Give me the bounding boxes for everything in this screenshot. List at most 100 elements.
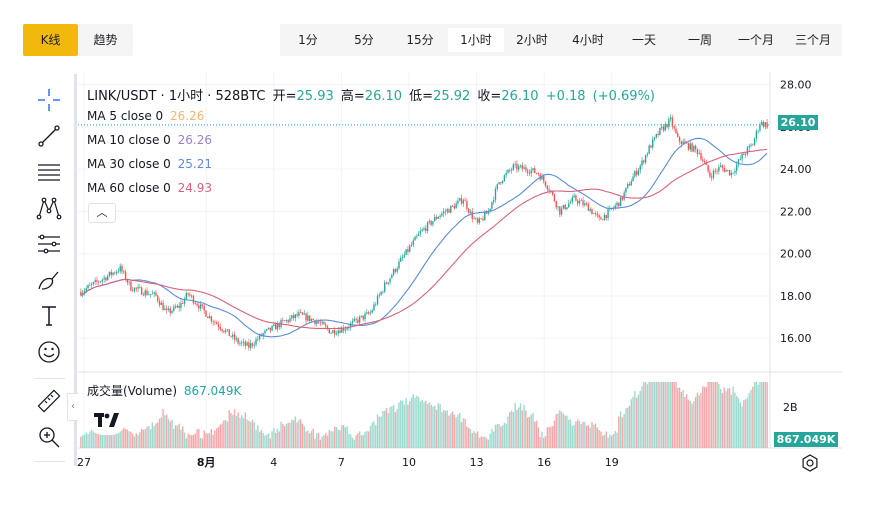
volume-bar (274, 432, 277, 448)
volume-bar (157, 422, 159, 448)
timeframe-1m[interactable]: 1分 (298, 33, 318, 47)
y-tick-label: 22.00 (780, 205, 812, 218)
volume-bar (566, 415, 568, 448)
candle-body (523, 167, 525, 169)
volume-bar (743, 400, 745, 448)
ma10-value: 26.26 (177, 133, 213, 147)
candle-body (294, 314, 297, 319)
candle-body (535, 173, 538, 174)
gear-icon[interactable] (800, 453, 820, 473)
candle-body (126, 279, 129, 283)
candle-body (266, 329, 268, 331)
volume-bar (153, 426, 155, 448)
text-tool[interactable] (33, 300, 65, 332)
candle-body (471, 211, 473, 219)
candle-body (351, 321, 354, 324)
candle-body (160, 302, 163, 305)
volume-bar (241, 414, 243, 448)
zoom-in-icon (39, 427, 60, 448)
top-bar: K线 趋势 1分 5分 15分 1小时 2小时 4小时 一天 一周 一个月 三个… (0, 0, 881, 68)
volume-bar (214, 430, 216, 448)
volume-bar (373, 421, 375, 448)
collapse-legend-button[interactable]: ︿ (88, 203, 116, 223)
volume-bar (539, 436, 541, 448)
timeframe-1d[interactable]: 一天 (631, 33, 656, 47)
volume-bar (425, 400, 427, 448)
volume-bar (400, 400, 402, 448)
timeframe-1h[interactable]: 1小时 (448, 28, 504, 52)
timeframe-1mo[interactable]: 一个月 (737, 33, 774, 47)
candle-body (130, 281, 132, 291)
volume-bar (466, 426, 468, 448)
candle-body (716, 171, 718, 172)
x-tick-label: 13 (470, 456, 484, 469)
emoji-tool[interactable] (33, 336, 65, 368)
candle-body (500, 182, 502, 184)
volume-bar (208, 432, 211, 448)
candle-body (560, 208, 563, 215)
volume-bar (489, 433, 491, 448)
candle-body (451, 205, 454, 207)
candle-body (257, 339, 259, 340)
tab-trend[interactable]: 趋势 (78, 24, 133, 56)
open-label: 开= (272, 89, 297, 104)
fib-lines-tool[interactable] (33, 156, 65, 188)
volume-bar (698, 395, 700, 448)
candle-body (350, 323, 352, 328)
candle-body (696, 149, 699, 154)
volume-bar (183, 432, 186, 448)
volume-bar (246, 419, 248, 448)
volume-bar (419, 401, 422, 448)
timeframe-2h[interactable]: 2小时 (516, 33, 548, 47)
candle-body (389, 278, 391, 283)
ruler-tool[interactable] (33, 385, 65, 417)
candle-body (639, 165, 641, 171)
candle-body (142, 294, 145, 296)
candle-body (559, 206, 561, 215)
volume-bar (355, 435, 357, 448)
channel-tool[interactable] (33, 228, 65, 260)
volume-bar (232, 414, 234, 448)
timeframe-1w[interactable]: 一周 (687, 33, 712, 47)
candle-body (362, 315, 364, 320)
candle-body (355, 318, 357, 320)
volume-bar (308, 433, 311, 448)
volume-bar (485, 438, 488, 448)
open-value: 25.93 (296, 89, 334, 104)
volume-bar (369, 425, 372, 448)
volume-bar (353, 439, 355, 448)
volume-bar (85, 432, 87, 448)
brush-tool[interactable] (33, 264, 65, 296)
trendline-tool[interactable] (33, 120, 65, 152)
volume-bar (727, 388, 729, 448)
timeframe-4h[interactable]: 4小时 (572, 33, 604, 47)
volume-bar (367, 431, 370, 448)
candle-body (530, 170, 532, 174)
change-percent: (+0.69%) (592, 89, 656, 104)
pattern-tool[interactable] (33, 192, 65, 224)
volume-bar (173, 428, 175, 448)
volume-bar (307, 430, 309, 448)
volume-group (80, 382, 768, 448)
timeframe-5m[interactable]: 5分 (354, 33, 374, 47)
volume-bar (255, 429, 257, 448)
volume-bar (696, 392, 699, 448)
candle-body (750, 144, 752, 146)
candle-body (296, 314, 298, 316)
candle-body (741, 153, 743, 160)
candle-body (709, 171, 711, 177)
candle-body (400, 257, 402, 262)
volume-bar (578, 420, 581, 448)
crosshair-tool[interactable] (33, 84, 65, 116)
ma30-label: MA 30 close 0 (87, 157, 171, 171)
volume-bar (392, 404, 395, 448)
candle-body (226, 329, 229, 331)
timeframe-3mo[interactable]: 三个月 (794, 33, 831, 47)
zoom-in-tool[interactable] (33, 421, 65, 453)
candle-body (108, 271, 111, 276)
volume-bar (276, 428, 279, 448)
timeframe-15m[interactable]: 15分 (406, 33, 434, 47)
tab-kline[interactable]: K线 (23, 24, 78, 56)
volume-bar (764, 382, 767, 448)
